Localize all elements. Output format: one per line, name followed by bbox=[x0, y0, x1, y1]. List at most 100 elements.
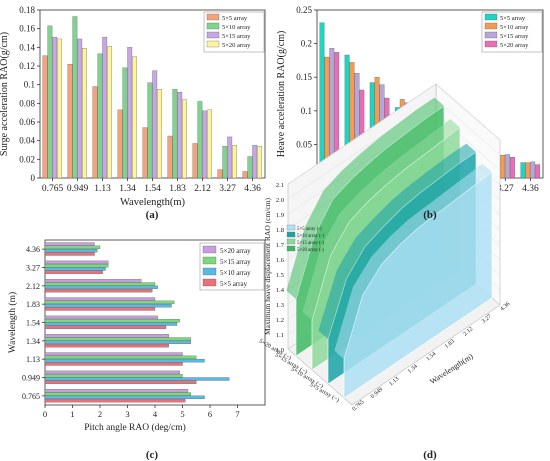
grid-line bbox=[287, 98, 501, 200]
z-tick-label: 1.4 bbox=[276, 287, 285, 294]
bar bbox=[44, 355, 197, 360]
z-tick-label: 1.0 bbox=[276, 347, 284, 354]
x-tick-label: 1.13 bbox=[94, 184, 111, 194]
bar bbox=[97, 53, 103, 179]
bar bbox=[42, 55, 48, 179]
bar bbox=[44, 307, 156, 311]
bar bbox=[44, 362, 183, 366]
bar bbox=[72, 16, 78, 179]
z-tick-label: 1.5 bbox=[276, 272, 284, 279]
bar bbox=[44, 343, 169, 348]
legend-swatch bbox=[206, 40, 220, 48]
x-tick-label: 1.83 bbox=[444, 339, 456, 350]
bar bbox=[44, 300, 175, 305]
legend-swatch bbox=[484, 22, 498, 30]
bar bbox=[505, 154, 510, 179]
legend-swatch bbox=[484, 40, 498, 48]
bar bbox=[257, 146, 262, 179]
bar bbox=[44, 260, 109, 265]
bar bbox=[44, 319, 180, 323]
y-tick-label: 0.02 bbox=[19, 154, 35, 164]
bar bbox=[535, 164, 540, 179]
x-tick-label: 6 bbox=[208, 409, 212, 419]
z-tick-label: 2.1 bbox=[276, 182, 284, 189]
panel-label: (c) bbox=[146, 449, 159, 461]
z-tick-label: 2.0 bbox=[276, 197, 284, 204]
bar bbox=[82, 48, 87, 179]
y-tick-label: 0.05 bbox=[296, 139, 312, 149]
bar bbox=[44, 245, 101, 250]
bar bbox=[152, 70, 158, 179]
legend-swatch bbox=[202, 278, 217, 287]
y-tick-label: 0.16 bbox=[19, 24, 35, 34]
x-tick-label: 3 bbox=[125, 409, 129, 419]
bar bbox=[44, 370, 180, 375]
bar bbox=[44, 340, 191, 344]
bar bbox=[44, 264, 109, 268]
bar bbox=[117, 109, 123, 179]
bar bbox=[132, 56, 137, 179]
legend-label: 5×5 array bbox=[222, 15, 248, 22]
bar bbox=[207, 109, 212, 179]
y-tick-label: 0 bbox=[31, 173, 36, 183]
y-tick-label: 0.14 bbox=[19, 42, 35, 52]
bar bbox=[92, 86, 98, 179]
bar bbox=[67, 63, 73, 179]
y-tick-label: 0.04 bbox=[19, 136, 35, 146]
y-tick-label: 0.25 bbox=[296, 5, 312, 15]
x-tick-label: 1 bbox=[70, 409, 74, 419]
y-tick-label: 0.2 bbox=[301, 39, 312, 49]
bar bbox=[44, 398, 186, 403]
x-tick-label: 3.27 bbox=[497, 184, 514, 194]
bar bbox=[44, 374, 183, 378]
legend-label: 5×15 array (-) bbox=[297, 241, 324, 246]
bar bbox=[44, 267, 106, 271]
x-tick-label: 0.765 bbox=[42, 184, 64, 194]
bar bbox=[44, 304, 172, 308]
x-tick-label: 3.27 bbox=[219, 184, 236, 194]
bar bbox=[172, 89, 178, 179]
bar bbox=[44, 297, 156, 301]
bar bbox=[102, 36, 108, 179]
bar bbox=[217, 169, 223, 179]
x-tick-label: 1.34 bbox=[119, 184, 136, 194]
panel-a-chart: 0 0.02 0.04 0.06 0.08 0.1 0.12 0.14 0.16 0.18 0.76… bbox=[0, 5, 266, 208]
bar bbox=[44, 249, 98, 253]
bar bbox=[44, 285, 158, 289]
bar bbox=[77, 38, 83, 179]
bar bbox=[525, 162, 531, 179]
x-tick-label: 4.36 bbox=[244, 184, 261, 194]
z-tick-label: 1.2 bbox=[276, 317, 284, 324]
bar bbox=[44, 279, 142, 283]
bar bbox=[167, 135, 173, 179]
x-tick-label: 2 bbox=[98, 409, 102, 419]
z-tick-label: 1.7 bbox=[276, 242, 285, 249]
x-tick-label: 1.54 bbox=[425, 351, 437, 362]
bar bbox=[142, 127, 148, 179]
bar bbox=[222, 146, 228, 179]
z-tick-label: 1.8 bbox=[276, 227, 284, 234]
legend-label: 5×15 array bbox=[220, 258, 251, 266]
x-tick-label: 5 bbox=[180, 409, 184, 419]
bar bbox=[52, 36, 58, 179]
legend-swatch bbox=[484, 13, 498, 21]
bar bbox=[44, 392, 191, 396]
x-tick-label: 2.12 bbox=[462, 326, 474, 337]
bar bbox=[530, 161, 536, 179]
bar bbox=[500, 155, 506, 179]
bar bbox=[44, 322, 178, 326]
z-tick-label: 1.3 bbox=[276, 302, 284, 309]
x-tick-label: 4 bbox=[153, 409, 158, 419]
legend-swatch bbox=[202, 245, 217, 254]
legend-swatch bbox=[286, 224, 296, 231]
x-tick-label: 1.54 bbox=[144, 184, 161, 194]
bar bbox=[44, 337, 191, 341]
y-tick-label: 1.34 bbox=[26, 337, 40, 346]
bar bbox=[44, 395, 205, 399]
z-tick-label: 1.6 bbox=[276, 257, 285, 264]
bar bbox=[227, 136, 233, 179]
bar bbox=[122, 67, 128, 179]
panel-label: (d) bbox=[423, 449, 437, 461]
y-axis-label: Wavelength (m) bbox=[7, 292, 18, 353]
